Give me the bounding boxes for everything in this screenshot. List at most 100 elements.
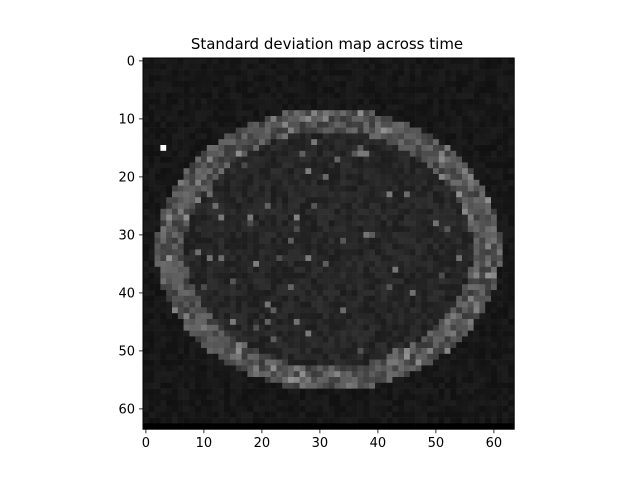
heatmap-cell [143,307,150,314]
heatmap-cell [450,417,457,424]
heatmap-cell [357,168,364,175]
heatmap-cell [409,139,416,146]
heatmap-cell [224,359,231,366]
heatmap-cell [462,249,469,256]
heatmap-cell [270,168,277,175]
heatmap-cell [143,336,150,343]
heatmap-cell [299,156,306,163]
heatmap-cell [317,255,324,262]
heatmap-cell [375,179,382,186]
heatmap-cell [230,371,237,378]
heatmap-cell [218,116,225,123]
heatmap-cell [340,272,347,279]
heatmap-cell [166,243,173,250]
heatmap-cell [143,75,150,82]
heatmap-cell [467,98,474,105]
heatmap-cell [143,295,150,302]
heatmap-cell [444,382,451,389]
heatmap-cell [212,145,219,152]
heatmap-cell [288,301,295,308]
heatmap-cell [473,98,480,105]
heatmap-cell [166,313,173,320]
heatmap-cell [166,208,173,215]
heatmap-cell [346,81,353,88]
heatmap-cell [322,295,329,302]
heatmap-cell [496,220,503,227]
heatmap-cell [467,301,474,308]
heatmap-cell [334,75,341,82]
heatmap-cell [404,284,411,291]
heatmap-cell [502,324,509,331]
heatmap-cell [299,150,306,157]
heatmap-cell [299,313,306,320]
heatmap-cell [201,342,208,349]
heatmap-cell [502,348,509,355]
heatmap-cell [473,162,480,169]
heatmap-cell [235,179,242,186]
heatmap-cell [230,220,237,227]
heatmap-cell [421,232,428,239]
heatmap-cell [305,214,312,221]
heatmap-cell [438,220,445,227]
heatmap-cell [218,348,225,355]
heatmap-cell [450,313,457,320]
heatmap-cell [276,295,283,302]
heatmap-cell [450,319,457,326]
heatmap-cell [322,278,329,285]
heatmap-cell [154,110,161,117]
heatmap-cell [491,417,498,424]
heatmap-cell [264,307,271,314]
heatmap-cell [212,121,219,128]
heatmap-cell [235,295,242,302]
heatmap-cell [363,133,370,140]
heatmap-cell [235,197,242,204]
heatmap-cell [496,278,503,285]
heatmap-cell [293,330,300,337]
heatmap-cell [195,353,202,360]
heatmap-cell [438,336,445,343]
heatmap-cell [427,400,434,407]
heatmap-cell [473,359,480,366]
heatmap-cell [224,342,231,349]
heatmap-cell [183,336,190,343]
heatmap-cell [404,406,411,413]
heatmap-cell [154,145,161,152]
heatmap-cell [357,75,364,82]
heatmap-cell [456,156,463,163]
heatmap-cell [201,58,208,65]
heatmap-cell [212,365,219,372]
heatmap-cell [218,342,225,349]
heatmap-cell [276,255,283,262]
heatmap-cell [224,388,231,395]
heatmap-cell [380,272,387,279]
heatmap-cell [334,319,341,326]
heatmap-cell [322,133,329,140]
heatmap-cell [386,156,393,163]
heatmap-cell [346,290,353,297]
heatmap-cell [218,388,225,395]
heatmap-cell [409,98,416,105]
y-tick-label: 50 [118,344,135,359]
heatmap-cell [189,359,196,366]
heatmap-cell [496,348,503,355]
heatmap-cell [264,203,271,210]
heatmap-cell [282,98,289,105]
heatmap-cell [409,406,416,413]
heatmap-cell [322,359,329,366]
heatmap-cell [502,116,509,123]
heatmap-cell [317,203,324,210]
heatmap-cell [317,261,324,268]
heatmap-cell [467,214,474,221]
heatmap-cell [311,174,318,181]
heatmap-cell [369,319,376,326]
heatmap-cell [195,185,202,192]
heatmap-cell [253,365,260,372]
heatmap-cell [247,406,254,413]
heatmap-cell [264,156,271,163]
heatmap-cell [218,156,225,163]
heatmap-cell [427,243,434,250]
heatmap-cell [479,168,486,175]
heatmap-cell [317,232,324,239]
heatmap-cell [230,284,237,291]
heatmap-cell [404,197,411,204]
